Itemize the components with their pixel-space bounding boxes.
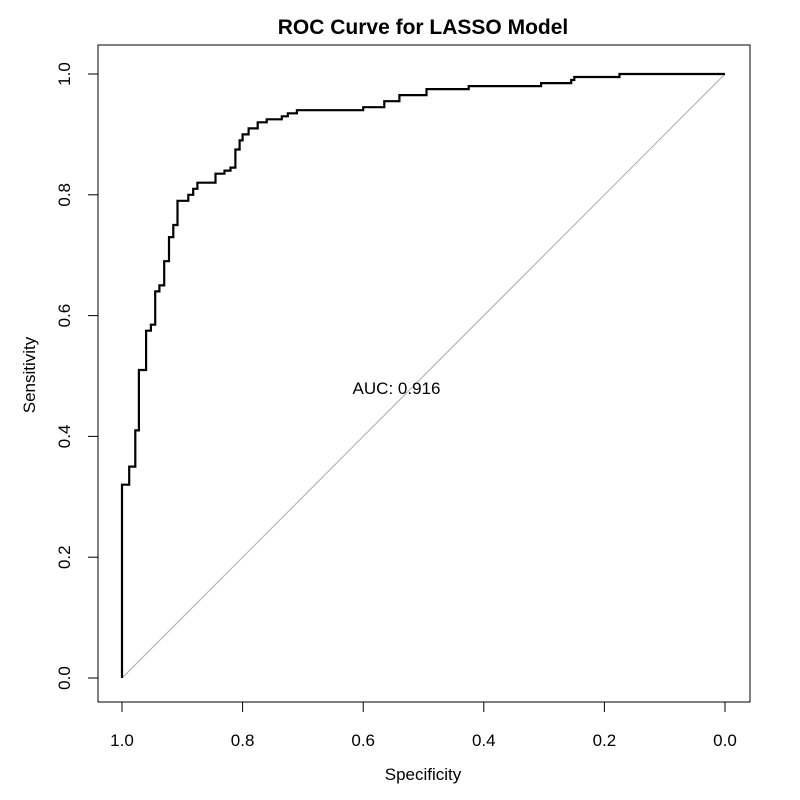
x-tick-label: 0.0 bbox=[713, 731, 737, 750]
x-tick-label: 0.8 bbox=[231, 731, 255, 750]
y-tick-label: 0.0 bbox=[55, 666, 74, 690]
y-tick-label: 0.6 bbox=[55, 304, 74, 328]
x-axis-label: Specificity bbox=[385, 765, 462, 784]
y-tick-label: 0.8 bbox=[55, 183, 74, 207]
y-tick-label: 0.2 bbox=[55, 545, 74, 569]
y-tick-label: 0.4 bbox=[55, 425, 74, 449]
reference-diagonal bbox=[121, 73, 726, 679]
reference-line-layer bbox=[121, 73, 726, 679]
chart-title: ROC Curve for LASSO Model bbox=[278, 16, 569, 39]
x-tick-label: 0.2 bbox=[593, 731, 617, 750]
x-tick-label: 0.6 bbox=[351, 731, 375, 750]
roc-series-layer bbox=[120, 72, 725, 678]
y-axis-label: Sensitivity bbox=[20, 336, 39, 413]
x-axis: 1.0 0.8 0.6 0.4 0.2 0.0 bbox=[110, 701, 737, 750]
auc-annotation: AUC: 0.916 bbox=[353, 379, 441, 398]
x-tick-label: 0.4 bbox=[472, 731, 496, 750]
x-tick-label: 1.0 bbox=[110, 731, 134, 750]
roc-curve-line bbox=[120, 72, 725, 678]
y-tick-label: 1.0 bbox=[55, 62, 74, 86]
y-axis: 0.0 0.2 0.4 0.6 0.8 1.0 bbox=[55, 62, 99, 690]
